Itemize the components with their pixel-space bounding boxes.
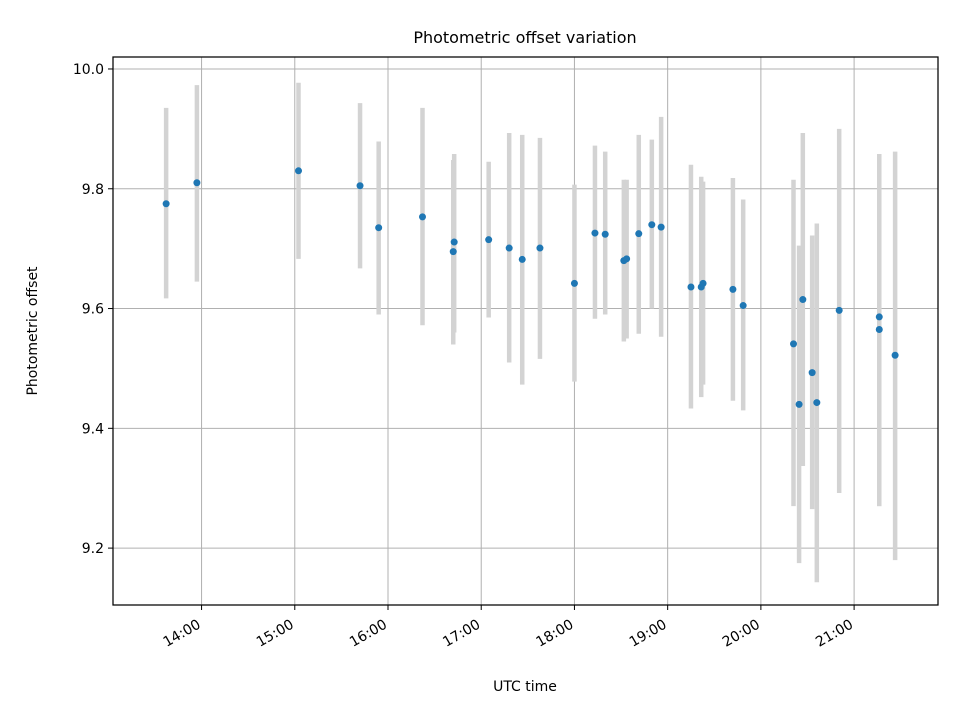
data-point (418, 213, 426, 221)
data-point (657, 223, 665, 231)
y-tick-label: 9.6 (82, 302, 104, 318)
data-point (518, 255, 526, 263)
data-point (193, 179, 201, 187)
data-point (536, 244, 544, 252)
data-point (601, 230, 609, 238)
y-tick-label: 10.0 (73, 62, 104, 78)
data-point (591, 229, 599, 237)
data-point (790, 340, 798, 348)
y-tick-label: 9.2 (82, 541, 104, 557)
x-axis-label: UTC time (493, 679, 557, 695)
y-axis-label: Photometric offset (25, 266, 41, 396)
data-point (891, 351, 899, 359)
plot-frame (112, 56, 939, 606)
y-tick-label: 9.4 (82, 421, 104, 437)
data-point (635, 230, 643, 238)
data-point (875, 313, 883, 321)
data-point (648, 221, 656, 229)
data-point (875, 326, 883, 334)
data-point (570, 279, 578, 287)
data-point (375, 224, 383, 232)
data-point (813, 399, 821, 407)
data-point (739, 302, 747, 310)
data-point (485, 236, 493, 244)
data-point (808, 369, 816, 377)
data-point (450, 238, 458, 246)
data-point (699, 279, 707, 287)
y-axis-ticks: 9.2 9.4 9.6 9.8 10.0 (73, 62, 113, 557)
data-point (687, 283, 695, 291)
data-point (795, 400, 803, 408)
data-point (295, 167, 303, 175)
data-point (449, 248, 457, 256)
data-point (162, 200, 170, 208)
data-point (623, 255, 631, 263)
chart-title: Photometric offset variation (413, 28, 636, 47)
data-point (356, 182, 364, 190)
data-point (799, 296, 807, 304)
data-point (835, 306, 843, 314)
data-point (505, 244, 513, 252)
y-tick-label: 9.8 (82, 182, 104, 198)
data-point (729, 285, 737, 293)
point-layer (162, 167, 899, 408)
